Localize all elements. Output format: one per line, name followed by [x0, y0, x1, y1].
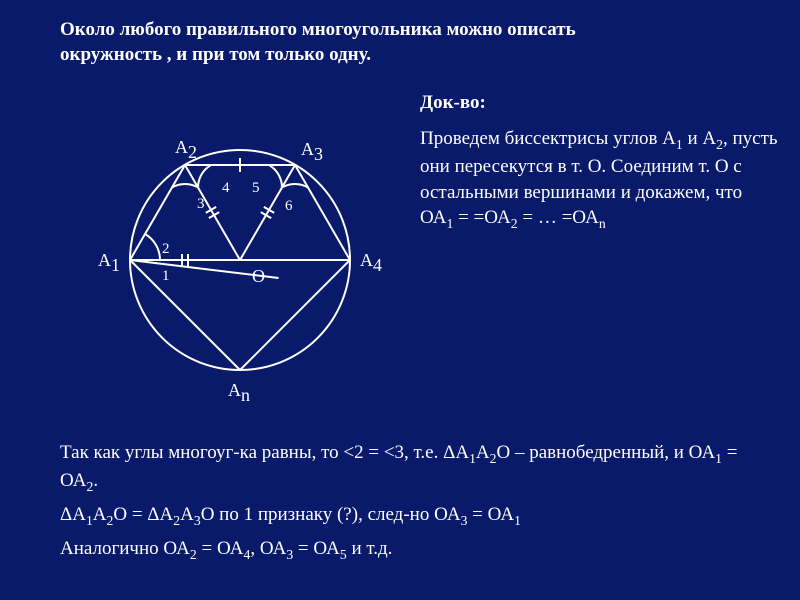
svg-text:5: 5	[252, 180, 260, 196]
svg-text:3: 3	[197, 196, 205, 212]
theorem-statement: Около любого правильного многоугольника …	[60, 18, 620, 67]
svg-text:О: О	[252, 266, 265, 286]
proof-bottom: Так как углы многоуг-ка равны, то <2 = <…	[60, 440, 760, 570]
proof-header: Док-во:	[420, 90, 780, 116]
svg-text:6: 6	[285, 198, 293, 214]
svg-text:1: 1	[162, 268, 170, 284]
svg-text:2: 2	[162, 241, 170, 257]
proof-right-text: Проведем биссектрисы углов А1 и А2, пуст…	[420, 126, 780, 234]
svg-text:А2: А2	[175, 137, 197, 162]
svg-text:А4: А4	[360, 250, 382, 275]
proof-line-1: Так как углы многоуг-ка равны, то <2 = <…	[60, 440, 760, 496]
proof-line-2: ΔА1А2О = ΔА2А3О по 1 признаку (?), след-…	[60, 502, 760, 530]
svg-text:4: 4	[222, 180, 230, 196]
svg-text:А1: А1	[98, 250, 120, 275]
svg-text:Аn: Аn	[228, 380, 250, 405]
svg-text:А3: А3	[301, 139, 323, 164]
geometry-diagram: О А1 А2 А3 А4 Аn 1 2 3 4 5 6	[80, 100, 400, 420]
proof-right-column: Док-во: Проведем биссектрисы углов А1 и …	[420, 90, 780, 233]
proof-line-3: Аналогично ОА2 = ОА4, ОА3 = ОА5 и т.д.	[60, 536, 760, 564]
